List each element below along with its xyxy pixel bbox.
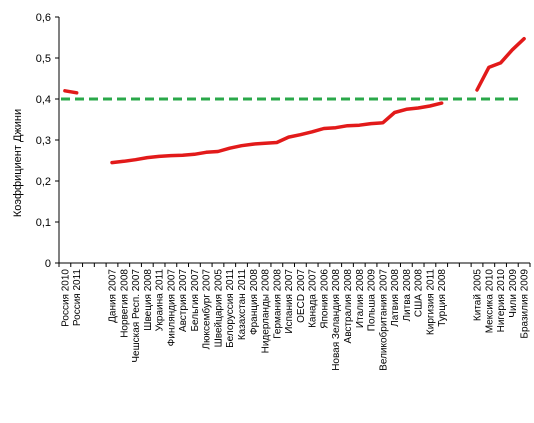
data-point — [134, 158, 137, 161]
data-point — [240, 144, 243, 147]
y-tick-label: 0,3 — [36, 135, 51, 147]
data-point — [393, 111, 396, 114]
data-point — [228, 147, 231, 150]
series-line-segment — [63, 89, 79, 95]
x-tick-label: Новая Зеландия 2008 — [331, 269, 342, 371]
data-point — [440, 101, 443, 105]
data-point — [216, 150, 220, 153]
x-tick-label: Киргизия 2011 — [425, 269, 436, 336]
x-tick-label: Австралия 2008 — [343, 269, 354, 344]
data-point — [311, 130, 314, 133]
data-point — [63, 89, 67, 93]
data-point — [428, 104, 432, 108]
x-tick-label: Италия 2008 — [355, 269, 366, 329]
y-tick-label: 0 — [45, 258, 51, 270]
data-point — [193, 153, 196, 156]
x-tick-label: Швейцария 2005 — [213, 269, 224, 348]
data-point — [322, 127, 326, 130]
data-point — [122, 160, 126, 163]
data-point — [75, 91, 78, 95]
x-tick-labels: Россия 2010 Россия 2011 Дания 2007 Норвегия… — [60, 269, 530, 371]
y-tick-labels: 0 0,1 0,2 0,3 0,4 0,5 0,6 — [36, 12, 51, 270]
x-tick-label: Нидерланды 2008 — [261, 269, 272, 354]
x-tick-label: Польша 2009 — [367, 269, 378, 332]
x-tick-label: Бразилия 2009 — [520, 269, 531, 339]
x-tick-label: Россия 2010 — [60, 269, 71, 327]
x-tick-label: Турция 2008 — [437, 269, 448, 327]
x-tick-label: Люксембург 2007 — [201, 269, 213, 350]
y-tick-label: 0,5 — [36, 53, 51, 65]
data-point — [287, 135, 290, 139]
x-tick-label: Франция 2008 — [249, 269, 260, 335]
data-point — [157, 155, 161, 158]
x-tick-label: Украина 2011 — [155, 269, 166, 332]
data-point — [205, 151, 208, 154]
x-tick-label: Швеция 2008 — [143, 269, 154, 331]
x-tick-label: ОЕСD 2007 — [296, 269, 307, 323]
x-tick-label: Казахстан 2011 — [237, 269, 248, 341]
x-tick-label: Латвия 2008 — [390, 269, 401, 327]
x-tick-label: Финляндия 2007 — [166, 269, 177, 347]
x-tick-label: Германия 2008 — [272, 269, 283, 339]
x-tick-label: Чешская Респ. 2007 — [131, 269, 142, 363]
data-point — [499, 61, 502, 65]
x-tick-label: Чили 2009 — [508, 269, 519, 318]
data-point — [475, 88, 479, 92]
data-point — [334, 126, 337, 129]
data-point — [369, 122, 373, 125]
x-tick-label: Испания 2007 — [284, 269, 295, 334]
data-point — [346, 124, 349, 127]
series-line-segment — [475, 36, 526, 92]
y-tick-label: 0,2 — [36, 176, 51, 188]
x-tick-label: Канада 2007 — [308, 269, 319, 328]
series-layer — [63, 36, 526, 165]
x-tick-label: Китай 2005 — [473, 269, 484, 321]
y-tick-label: 0,4 — [36, 94, 51, 106]
x-tick-label: Австрия 2007 — [178, 269, 189, 332]
data-point — [522, 37, 526, 40]
y-tick-label: 0,6 — [36, 12, 51, 24]
data-point — [299, 133, 302, 136]
data-point — [181, 154, 184, 157]
data-point — [487, 66, 490, 69]
data-point — [110, 161, 114, 164]
axes-layer — [55, 16, 531, 267]
y-tick-label: 0,1 — [36, 217, 51, 229]
data-point — [252, 142, 255, 146]
x-tick-label: Нигерия 2010 — [496, 269, 507, 333]
x-tick-label: Дания 2007 — [107, 269, 118, 323]
data-point — [146, 156, 149, 159]
x-tick-label: Великобритания 2007 — [377, 269, 389, 371]
x-tick-label: Япония 2006 — [319, 269, 330, 329]
data-point — [405, 108, 408, 111]
data-point — [169, 154, 173, 157]
data-point — [275, 141, 278, 144]
x-tick-label: Россия 2011 — [72, 269, 83, 327]
x-tick-label: Литва 2008 — [402, 269, 413, 322]
data-point — [416, 106, 420, 110]
y-axis-label: Коэффициент Джини — [12, 109, 24, 217]
data-point — [358, 124, 361, 127]
x-tick-label: Норвегия 2008 — [119, 269, 130, 338]
data-point — [511, 48, 514, 51]
x-tick-label: Мексика 2010 — [484, 269, 495, 334]
x-tick-label: США 2008 — [414, 269, 425, 318]
x-tick-label: Белоруссия 2011 — [225, 269, 236, 348]
data-point — [263, 142, 267, 145]
data-point — [381, 121, 384, 125]
series-line-segment — [110, 101, 444, 165]
x-tick-label: Бельгия 2007 — [190, 269, 201, 332]
